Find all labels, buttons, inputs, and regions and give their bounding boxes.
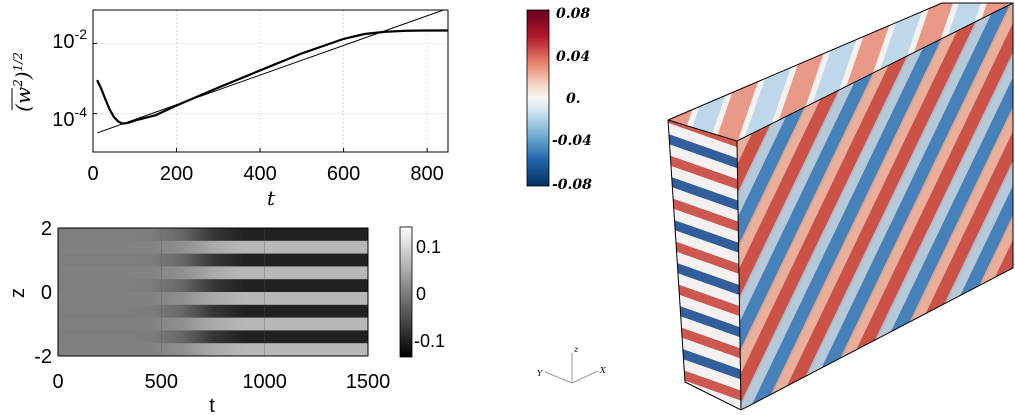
- heatmap-x-tick-label: 0: [52, 371, 63, 393]
- growth-x-tick-label: 400: [243, 163, 276, 185]
- side-face-stripe: [668, 278, 741, 318]
- growth-y-tick-2: 10-4: [52, 104, 87, 131]
- triad-y-label: Y: [537, 369, 543, 378]
- heatmap-y-tick-label: -2: [34, 346, 52, 368]
- growth-x-tick-label: 800: [410, 163, 443, 185]
- side-face-stripe: [668, 131, 741, 171]
- heatmap-cbar-tick-3: -0.1: [414, 331, 445, 351]
- side-face-stripe: [668, 152, 741, 192]
- rdbu-tick-1: 0.08: [556, 6, 590, 22]
- growth-x-tick-label: 200: [160, 163, 193, 185]
- side-face-stripe: [668, 299, 741, 339]
- rdbu-tick-2: 0.04: [556, 49, 590, 65]
- side-face-stripe: [668, 215, 741, 255]
- front-stripe-core: [791, 3, 1013, 410]
- rdbu-tick-5: -0.08: [552, 177, 592, 193]
- growth-plot-frame: [92, 9, 449, 153]
- rdbu-tick-4: -0.04: [552, 133, 592, 149]
- heatmap-grid: [161, 228, 265, 356]
- side-face-gap: [668, 288, 741, 324]
- spacetime-heatmap: 0 500 1000 1500 20-2 t z 0.1 0 -0.1: [7, 218, 445, 415]
- box-outline: [667, 2, 1014, 411]
- heatmap-band: [58, 317, 368, 331]
- heatmap-frame: [57, 227, 369, 357]
- triad-x-label: X: [599, 366, 606, 375]
- heatmap-cbar-tick-1: 0.1: [416, 237, 441, 257]
- heatmap-band: [58, 253, 368, 267]
- svg-text:(w2)1/2: (w2)1/2: [11, 52, 35, 112]
- side-face-gap: [668, 204, 741, 240]
- growth-x-tick-label: 600: [327, 163, 360, 185]
- box-edge-front: [736, 140, 742, 411]
- heatmap-bands: [58, 228, 368, 356]
- front-stripe-core: [737, 3, 936, 410]
- heatmap-band: [58, 292, 368, 306]
- growth-x-tick-label: 0: [87, 163, 98, 185]
- side-face-gap: [668, 246, 741, 282]
- heatmap-cbar-tick-2: 0: [416, 284, 426, 304]
- triad-z-label: z: [573, 345, 579, 354]
- heatmap-y-tick-label: 2: [41, 218, 52, 240]
- exponential-fit-line: [97, 10, 445, 134]
- heatmap-x-tick-label: 500: [145, 371, 178, 393]
- heatmap-colorbar: [399, 226, 413, 358]
- side-face-gap: [668, 267, 741, 303]
- rdbu-colorbar-bar: [526, 9, 550, 187]
- heatmap-band: [58, 304, 368, 319]
- front-stripe-core: [480, 0, 702, 415]
- heatmap-x-ticks: 0 500 1000 1500: [52, 371, 390, 393]
- triad-y-axis: [544, 371, 573, 384]
- heatmap-x-label: t: [209, 395, 215, 415]
- side-face-stripe: [668, 194, 741, 234]
- side-face-stripe: [668, 236, 741, 276]
- front-stripe-core: [737, 3, 884, 410]
- heatmap-band: [58, 279, 368, 293]
- growth-x-label: t: [267, 186, 276, 210]
- growth-plot-area: [93, 10, 448, 152]
- front-stripe-core: [765, 3, 988, 410]
- heatmap-band: [58, 240, 368, 255]
- growth-plot-grid: [93, 10, 448, 152]
- heatmap-band: [58, 343, 368, 356]
- growth-plot: 0 200 400 600 800 10-2 10-4 t (w2)1/2: [11, 9, 449, 210]
- growth-y-label: (w2)1/2: [11, 52, 35, 112]
- heatmap-y-ticks: 2 0 -2: [34, 218, 52, 368]
- side-face-gap: [668, 162, 741, 198]
- growth-plot-x-ticks: 0 200 400 600 800: [87, 148, 444, 185]
- heatmap-band: [58, 228, 368, 242]
- heatmap-y-tick-label: 0: [41, 282, 52, 304]
- heatmap-x-tick-label: 1000: [242, 371, 287, 393]
- rdbu-colorbar: 0.08 0.04 0. -0.04 -0.08: [526, 6, 592, 193]
- front-stripe-core: [817, 3, 1013, 410]
- heatmap-y-label: z: [7, 288, 29, 298]
- side-face-gap: [668, 141, 741, 177]
- rms-amplitude-line: [96, 29, 448, 125]
- heatmap-band: [58, 266, 368, 280]
- side-face-gap: [668, 225, 741, 261]
- side-face-gap: [668, 120, 741, 156]
- front-stripe-core: [737, 3, 910, 410]
- rdbu-tick-3: 0.: [566, 91, 581, 107]
- axes-triad: Y z X: [537, 345, 606, 384]
- side-face-stripe: [668, 257, 741, 297]
- triad-x-axis: [571, 370, 599, 384]
- front-stripe-core: [739, 3, 962, 410]
- growth-y-tick-1: 10-2: [52, 26, 87, 53]
- heatmap-band: [58, 330, 368, 344]
- side-face-stripe: [668, 173, 741, 213]
- heatmap-x-tick-label: 1500: [346, 371, 391, 393]
- front-stripe-core: [843, 3, 1013, 410]
- side-face-gap: [668, 183, 741, 219]
